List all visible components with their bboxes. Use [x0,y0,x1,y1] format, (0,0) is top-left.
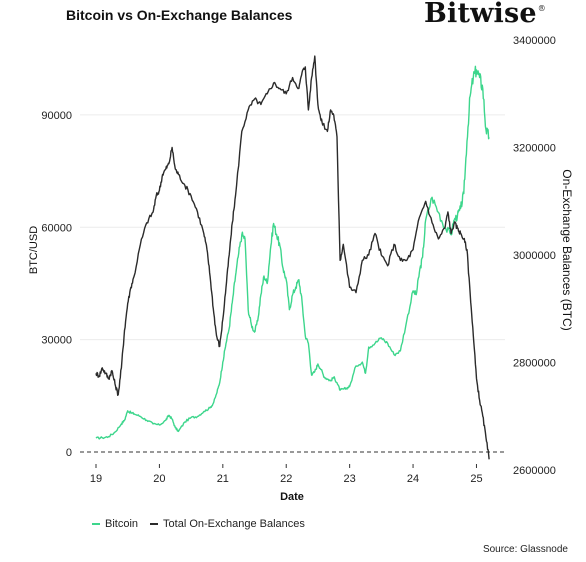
brand-logo: Bitwise® [424,0,546,29]
legend-label-balances: Total On-Exchange Balances [163,518,305,530]
legend-item-balances: Total On-Exchange Balances [150,518,305,530]
left-axis: 0 30000 60000 90000 [41,110,72,459]
series-line-bitcoin [95,65,490,440]
y-right-tick-label: 3400000 [513,35,556,47]
legend-label-bitcoin: Bitcoin [105,518,139,530]
x-tick-label: 22 [280,473,292,485]
x-tick-label: 20 [153,473,165,485]
x-tick-label: 23 [344,473,356,485]
chart: 0 30000 60000 90000 2600000 2800000 3000000 32… [28,35,574,503]
series-line-on-exchange-balances [95,55,490,460]
x-tick-label: 19 [90,473,102,485]
registered-mark: ® [537,4,546,13]
y-left-tick-label: 0 [66,447,72,459]
right-axis: 2600000 2800000 3000000 3200000 3400000 [513,35,556,477]
y-right-tick-label: 3000000 [513,250,556,262]
y-left-tick-label: 60000 [41,222,72,234]
brand-logo-text: Bitwise [423,0,537,29]
y-left-tick-label: 90000 [41,110,72,122]
y-right-tick-label: 2800000 [513,358,556,370]
legend-item-bitcoin: Bitcoin [92,518,138,530]
x-tick-label: 24 [407,473,419,485]
y-left-tick-label: 30000 [41,335,72,347]
legend: Bitcoin Total On-Exchange Balances [92,518,317,530]
source-note: Source: Glassnode [482,544,568,555]
y-axis-right-label: On-Exchange Balances (BTC) [560,169,574,330]
x-tick-label: 21 [217,473,229,485]
y-right-tick-label: 3200000 [513,143,556,155]
grid [80,114,505,453]
chart-title: Bitcoin vs On-Exchange Balances [66,7,293,23]
legend-swatch-bitcoin [92,523,100,525]
series-lines [95,55,490,460]
x-axis-label: Date [280,491,304,503]
x-tick-label: 25 [470,473,482,485]
legend-swatch-balances [150,523,159,525]
x-axis: 19 20 21 22 23 24 25 [90,464,483,485]
y-axis-left-label: BTC/USD [28,226,40,274]
y-right-tick-label: 2600000 [513,465,556,477]
